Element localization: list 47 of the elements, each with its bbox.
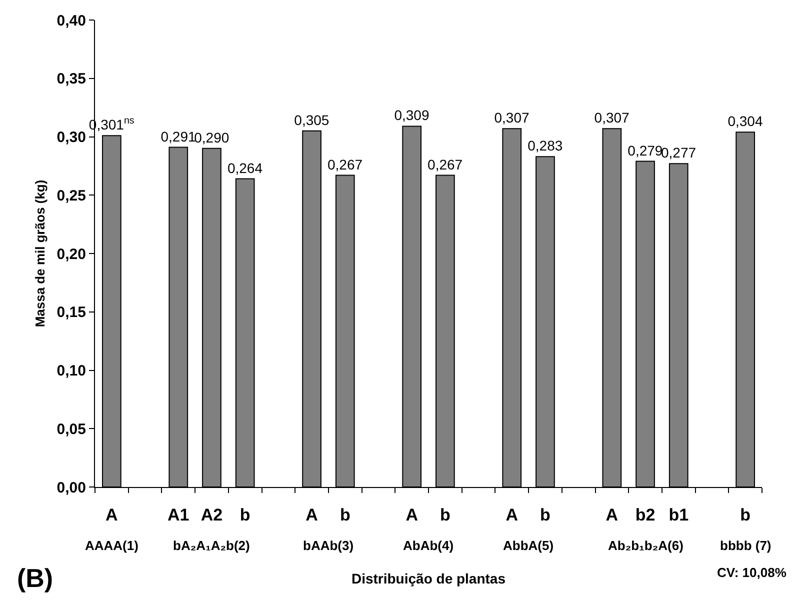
x-tick-label: b xyxy=(240,505,250,524)
x-tick-label: b2 xyxy=(635,505,656,524)
y-tick-label: 0,00 xyxy=(56,479,86,496)
text: AbbA(5) xyxy=(503,538,554,553)
x-tick-label: b xyxy=(740,505,751,524)
x-tick-label: A xyxy=(106,505,118,524)
x-tick-label: A1 xyxy=(168,505,190,524)
text: (B) xyxy=(17,563,54,593)
data-label: 0,267 xyxy=(328,156,363,172)
y-axis-title: Massa de mil grãos (kg) xyxy=(32,180,48,328)
data-label: 0,307 xyxy=(494,110,530,126)
text: bbbb (7) xyxy=(720,538,772,553)
y-tick-label: 0,15 xyxy=(56,304,86,322)
data-label: 0,290 xyxy=(194,129,230,146)
y-tick-label: 0,40 xyxy=(56,12,86,30)
text: AAAA(1) xyxy=(85,538,138,553)
y-tick-label: 0,20 xyxy=(56,246,86,263)
text: Ab₂b₁b₂A(6) xyxy=(608,538,684,553)
data-label: 0,304 xyxy=(728,113,763,130)
text: bA₂A₁A₂b(2) xyxy=(173,538,250,553)
text: CV: 10,08% xyxy=(717,565,787,580)
data-label: 0,267 xyxy=(428,156,463,172)
x-tick-label: A xyxy=(606,505,618,524)
data-label: 0,279 xyxy=(628,142,663,158)
y-tick-label: 0,30 xyxy=(56,129,86,146)
x-tick-label: A xyxy=(506,505,518,524)
x-tick-label: b xyxy=(440,505,450,524)
x-tick-label: A xyxy=(306,505,318,524)
data-label: 0,277 xyxy=(661,144,696,161)
x-tick-label: A xyxy=(406,505,418,524)
x-tick-label: b xyxy=(540,505,550,524)
data-label: 0,283 xyxy=(528,138,563,154)
x-tick-label: b1 xyxy=(668,505,689,524)
y-tick-label: 0,35 xyxy=(56,70,86,88)
x-tick-label: b xyxy=(340,505,350,524)
y-tick-label: 0,10 xyxy=(56,362,86,380)
data-label: 0,291 xyxy=(160,128,196,144)
data-label: 0,305 xyxy=(294,112,330,128)
y-tick-label: 0,05 xyxy=(56,420,86,438)
x-tick-label: A2 xyxy=(200,505,223,524)
text: AbAb(4) xyxy=(403,538,454,553)
data-label: 0,264 xyxy=(227,160,263,176)
data-label: 0,307 xyxy=(594,110,630,126)
x-axis-title: Distribuição de plantas xyxy=(351,570,506,587)
text: bAAb(3) xyxy=(303,538,354,553)
y-tick-label: 0,25 xyxy=(56,187,86,204)
data-label: 0,309 xyxy=(394,107,430,124)
